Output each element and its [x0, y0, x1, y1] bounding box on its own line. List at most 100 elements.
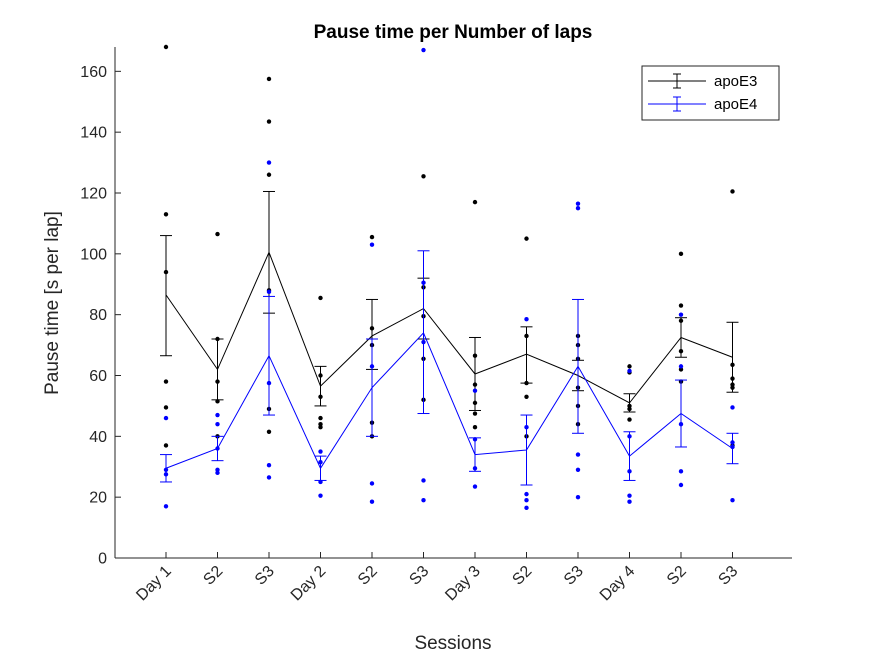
data-point	[575, 201, 581, 206]
data-point	[472, 425, 478, 430]
data-point	[163, 415, 169, 421]
data-point	[627, 364, 632, 369]
x-tick-label: S3	[561, 563, 587, 589]
x-tick-label: S3	[406, 563, 432, 589]
data-point	[421, 498, 426, 503]
legend-label: apoE3	[714, 73, 757, 90]
series-apoE4	[160, 47, 739, 511]
data-point	[421, 174, 426, 179]
data-point	[215, 467, 220, 472]
data-point	[318, 425, 323, 430]
data-point	[266, 160, 272, 165]
data-point	[318, 415, 323, 421]
x-tick-label: S2	[664, 563, 690, 589]
data-point	[575, 452, 581, 457]
data-point	[369, 499, 375, 504]
y-tick-label: 40	[89, 429, 107, 446]
data-point	[524, 317, 529, 322]
data-point	[266, 172, 272, 177]
data-point	[678, 482, 684, 488]
data-point	[163, 379, 169, 384]
data-point	[627, 417, 632, 422]
data-point	[369, 242, 375, 247]
mean-line	[165, 332, 733, 470]
data-point	[678, 251, 684, 257]
data-point	[215, 470, 220, 476]
x-tick-label: Day 3	[442, 563, 484, 605]
data-point	[678, 303, 684, 308]
data-point	[266, 76, 272, 82]
x-tick-label: S2	[200, 563, 226, 589]
data-point	[524, 505, 529, 511]
data-point	[266, 119, 272, 124]
data-point	[524, 236, 529, 241]
data-point	[627, 493, 632, 498]
x-tick-label: Day 1	[133, 563, 175, 605]
y-tick-label: 20	[89, 490, 107, 507]
data-point	[318, 421, 323, 427]
data-point	[318, 295, 323, 301]
y-tick-label: 100	[80, 246, 107, 263]
data-point	[163, 212, 169, 217]
data-point	[163, 405, 169, 410]
data-point	[421, 47, 426, 53]
data-point	[678, 367, 684, 372]
data-point	[421, 478, 426, 483]
data-point	[472, 411, 478, 416]
data-point	[266, 463, 272, 468]
y-axis-label: Pause time [s per lap]	[42, 211, 63, 395]
plot-axes: 0 20 40 60 80 100 120 140 160 Day 1 S2 S3 Day 2 S2 S3 D…	[80, 47, 792, 604]
data-point	[215, 231, 220, 237]
data-point	[730, 498, 735, 503]
data-point	[730, 189, 735, 194]
data-point	[266, 289, 272, 295]
x-tick-label: Day 4	[597, 563, 639, 605]
data-point	[678, 364, 684, 369]
data-point	[163, 443, 169, 448]
data-point	[575, 494, 581, 500]
mean-line	[165, 251, 733, 404]
data-point	[524, 491, 529, 497]
data-point	[318, 493, 323, 498]
chart-title: Pause time per Number of laps	[314, 22, 593, 43]
data-point	[472, 388, 478, 393]
data-point	[524, 394, 529, 399]
legend-box	[641, 65, 780, 121]
data-point	[627, 368, 632, 374]
y-tick-label: 140	[80, 125, 107, 142]
x-axis-label: Sessions	[414, 633, 491, 654]
legend-label: apoE4	[714, 96, 757, 113]
y-tick-label: 60	[89, 368, 107, 385]
data-point	[575, 467, 581, 472]
data-point	[575, 206, 581, 211]
data-point	[627, 499, 632, 504]
data-point	[369, 481, 375, 486]
y-tick-label: 80	[89, 307, 107, 324]
data-point	[318, 449, 323, 454]
y-tick-label: 120	[80, 186, 107, 203]
data-point	[524, 498, 529, 503]
data-point	[678, 312, 684, 317]
data-point	[266, 475, 272, 480]
x-tick-label: S3	[252, 563, 278, 589]
x-tick-label: S2	[509, 563, 535, 589]
data-point	[163, 44, 169, 50]
series-layer	[160, 44, 739, 511]
y-tick-label: 0	[98, 551, 107, 568]
x-tick-label: Day 2	[288, 563, 330, 605]
data-point	[163, 504, 169, 509]
data-point	[215, 412, 220, 418]
data-point	[266, 429, 272, 434]
data-point	[369, 234, 375, 240]
data-point	[215, 421, 220, 427]
y-tick-label: 160	[80, 64, 107, 81]
data-point	[472, 484, 478, 489]
x-tick-label: S3	[715, 563, 741, 589]
data-point	[730, 405, 735, 410]
plot-area	[115, 47, 792, 558]
legend: apoE3 apoE4	[641, 65, 780, 121]
x-tick-label: S2	[355, 563, 381, 589]
data-point	[472, 199, 478, 205]
data-point	[678, 469, 684, 474]
